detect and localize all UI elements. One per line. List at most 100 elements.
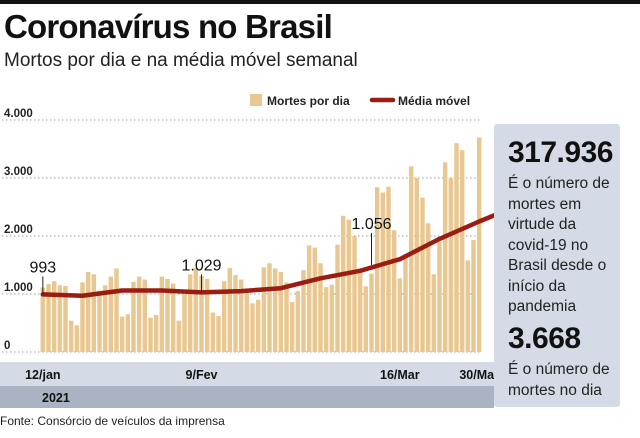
bar — [459, 150, 465, 352]
chart: 01.0002.0003.0004.0009931.0291.0562.728M… — [0, 94, 494, 408]
bar — [85, 271, 91, 352]
bar — [295, 291, 301, 352]
bar — [182, 294, 187, 352]
annotation-label: 1.029 — [181, 257, 221, 274]
bar — [97, 290, 102, 352]
bar — [221, 281, 227, 352]
bar — [414, 178, 420, 352]
bar — [63, 285, 68, 352]
top-rule — [0, 0, 640, 4]
legend-bar-swatch — [250, 94, 262, 106]
bar — [255, 299, 261, 352]
y-tick-label: 3.000 — [4, 166, 33, 178]
bar — [170, 283, 176, 352]
bar — [102, 285, 108, 352]
bar — [216, 316, 221, 352]
bar — [278, 271, 284, 352]
bar — [465, 260, 471, 352]
bar — [159, 276, 165, 352]
bar — [74, 325, 80, 352]
bar — [108, 276, 114, 352]
bar — [148, 317, 153, 352]
bar — [408, 166, 414, 352]
bar — [403, 256, 408, 352]
bar — [193, 267, 199, 352]
source-note: Fonte: Consórcio de veículos da imprensa — [0, 414, 225, 428]
bar — [386, 186, 391, 352]
bar — [391, 230, 397, 352]
bar — [340, 215, 346, 352]
year-band — [0, 386, 494, 408]
bar — [165, 278, 170, 352]
bar — [57, 285, 63, 352]
bar — [204, 278, 210, 352]
x-tick-label: 12/jan — [25, 368, 60, 382]
bar — [227, 267, 233, 352]
bar — [187, 274, 193, 352]
bar — [306, 245, 312, 352]
bar — [114, 268, 119, 352]
bar — [471, 240, 476, 352]
y-tick-label: 4.000 — [4, 108, 33, 120]
bar — [397, 278, 403, 352]
bar — [272, 268, 278, 352]
bar — [176, 320, 182, 352]
bar — [210, 312, 216, 352]
total-deaths-description: É o número de mortes em virtude da covid… — [508, 175, 610, 315]
bar — [357, 268, 363, 352]
bar — [318, 263, 323, 352]
bar — [250, 303, 255, 352]
bar — [442, 162, 448, 352]
bar — [431, 274, 437, 352]
bar — [153, 314, 159, 352]
bar — [261, 267, 267, 352]
bar — [284, 282, 289, 352]
bar — [142, 279, 148, 352]
bar — [289, 302, 295, 352]
y-tick-label: 0 — [4, 340, 10, 352]
bar — [425, 223, 431, 352]
bar — [374, 187, 380, 352]
bar — [68, 320, 74, 352]
bar — [352, 236, 357, 352]
bar — [244, 289, 250, 352]
bar — [238, 279, 244, 352]
bar — [420, 197, 425, 352]
annotation-label: 1.056 — [351, 216, 391, 233]
legend-label: Mortes por dia — [267, 94, 350, 108]
annotation-label: 993 — [29, 259, 56, 276]
chart-subtitle: Mortos por dia e na média móvel semanal — [4, 50, 358, 71]
bar — [448, 178, 454, 352]
bar — [199, 276, 204, 352]
bar — [335, 244, 340, 352]
bar — [437, 241, 442, 352]
bar — [454, 143, 459, 352]
x-tick-label: 16/Mar — [380, 368, 420, 382]
bar — [323, 287, 329, 352]
y-tick-label: 2.000 — [4, 224, 33, 236]
daily-deaths-description: É o número de mortes no dia — [508, 361, 610, 399]
year-label: 2021 — [42, 391, 70, 405]
bar — [380, 192, 386, 352]
bar — [312, 247, 318, 352]
bar — [369, 273, 374, 352]
bar — [233, 274, 238, 352]
bar — [329, 284, 335, 352]
moving-average-line — [40, 212, 494, 298]
bar — [301, 270, 306, 352]
bar — [119, 316, 125, 352]
legend-label: Média móvel — [398, 94, 470, 108]
daily-deaths-value: 3.668 — [508, 322, 581, 355]
bar — [346, 219, 352, 352]
stats-panel: 317.936 É o número de mortes em virtude … — [494, 124, 620, 407]
bar — [363, 286, 369, 352]
x-tick-label: 9/Fev — [186, 368, 218, 382]
chart-title: Coronavírus no Brasil — [4, 8, 333, 45]
total-deaths-value: 317.936 — [508, 136, 613, 169]
bar — [136, 276, 142, 352]
bar — [46, 284, 51, 352]
x-axis-band — [0, 362, 494, 386]
bar — [80, 282, 85, 352]
bar — [476, 137, 482, 352]
bar — [51, 281, 57, 352]
